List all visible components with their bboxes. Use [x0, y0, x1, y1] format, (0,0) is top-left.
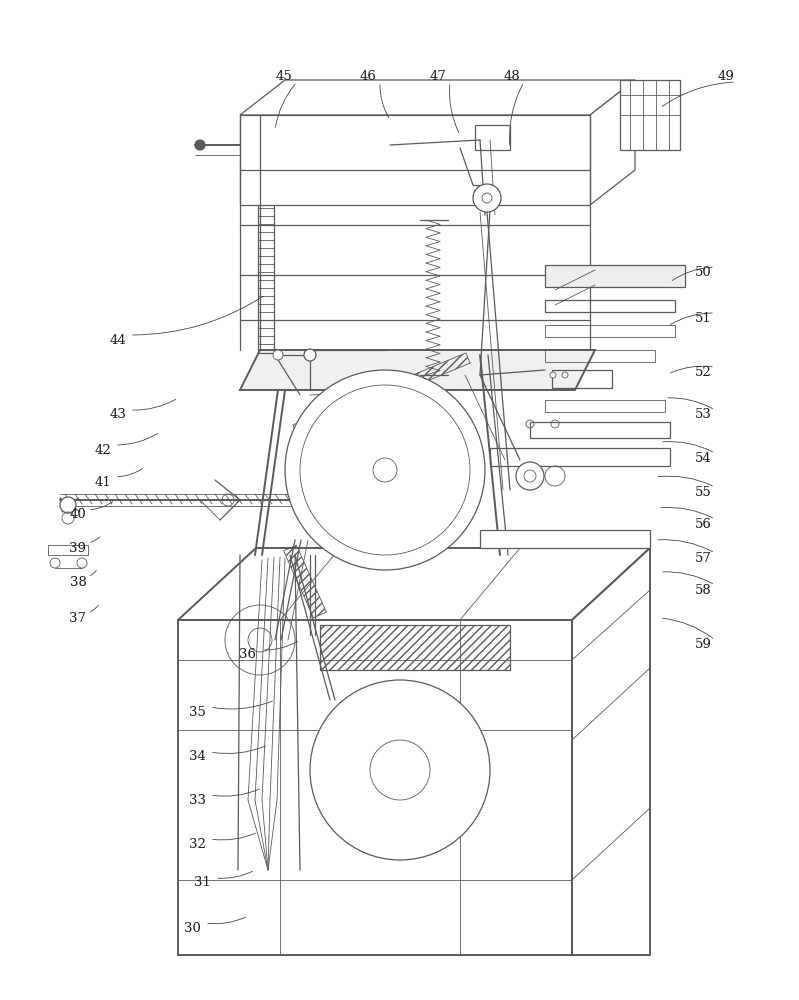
Bar	[545, 300, 675, 312]
Text: 45: 45	[276, 70, 292, 84]
Text: 50: 50	[694, 265, 711, 278]
Polygon shape	[178, 548, 650, 620]
Bar	[480, 530, 650, 548]
Bar	[545, 325, 675, 337]
Circle shape	[195, 140, 205, 150]
Bar	[258, 148, 274, 353]
Text: 46: 46	[360, 70, 376, 84]
Circle shape	[516, 462, 544, 490]
Text: 43: 43	[109, 408, 126, 422]
Circle shape	[482, 193, 492, 203]
Text: 41: 41	[94, 476, 111, 488]
Text: 39: 39	[70, 542, 86, 554]
Circle shape	[562, 372, 568, 378]
Text: 54: 54	[694, 452, 711, 464]
Text: 48: 48	[503, 70, 520, 84]
Polygon shape	[620, 80, 680, 150]
Text: 47: 47	[430, 70, 447, 84]
Text: 33: 33	[189, 794, 205, 806]
Text: 58: 58	[694, 584, 711, 596]
Circle shape	[473, 184, 501, 212]
Text: 37: 37	[70, 611, 86, 624]
Bar	[545, 265, 685, 287]
Text: 55: 55	[694, 486, 711, 498]
Text: 44: 44	[109, 334, 126, 347]
Text: 53: 53	[694, 408, 711, 422]
Text: 38: 38	[70, 576, 86, 588]
Text: 40: 40	[70, 508, 86, 522]
Bar	[545, 350, 655, 362]
Circle shape	[304, 349, 316, 361]
Text: 59: 59	[694, 639, 711, 652]
Circle shape	[524, 470, 536, 482]
Text: 30: 30	[184, 922, 201, 934]
Text: 34: 34	[189, 750, 205, 764]
Text: 31: 31	[193, 876, 210, 890]
Polygon shape	[240, 80, 635, 115]
Bar	[475, 125, 510, 150]
Text: 51: 51	[694, 312, 711, 324]
Polygon shape	[240, 350, 595, 390]
Circle shape	[310, 680, 490, 860]
Polygon shape	[590, 80, 635, 205]
Circle shape	[370, 740, 430, 800]
Text: 56: 56	[694, 518, 711, 530]
Text: 35: 35	[189, 706, 205, 718]
Circle shape	[273, 350, 283, 360]
Circle shape	[285, 370, 485, 570]
Text: 32: 32	[189, 838, 205, 850]
Text: 49: 49	[718, 70, 734, 84]
Polygon shape	[572, 548, 650, 955]
Bar	[545, 400, 665, 412]
Polygon shape	[178, 620, 572, 955]
Circle shape	[373, 458, 397, 482]
Bar	[552, 370, 612, 388]
Circle shape	[550, 372, 556, 378]
Text: 52: 52	[694, 365, 711, 378]
Text: 36: 36	[240, 648, 256, 662]
Polygon shape	[240, 115, 590, 205]
Circle shape	[60, 497, 76, 513]
Text: 57: 57	[694, 552, 711, 564]
Text: 42: 42	[94, 444, 111, 456]
Bar	[530, 422, 670, 438]
Polygon shape	[48, 545, 88, 555]
Bar	[490, 448, 670, 466]
